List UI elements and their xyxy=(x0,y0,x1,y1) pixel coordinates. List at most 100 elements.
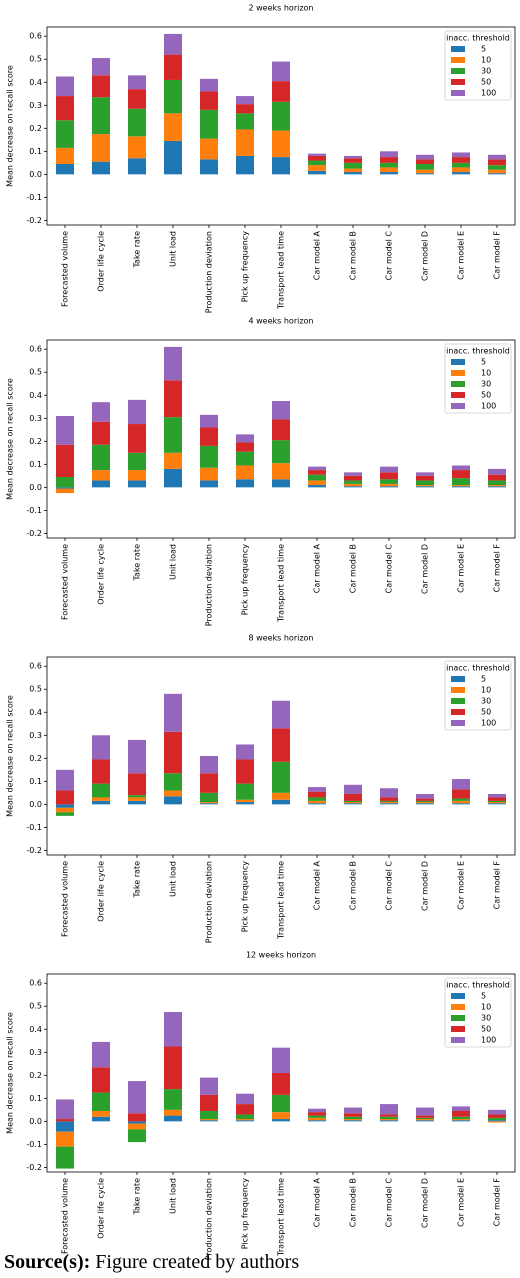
legend-swatch xyxy=(451,359,465,365)
bar-segment xyxy=(380,797,398,801)
x-tick-label: Car model B xyxy=(349,544,358,593)
bar-segment xyxy=(272,479,290,488)
y-axis-label: Mean decrease on recall score xyxy=(6,695,15,817)
legend-swatch xyxy=(451,993,465,999)
bar-segment xyxy=(200,445,218,468)
bar-segment xyxy=(488,803,506,805)
axes-frame xyxy=(46,656,516,856)
bar-segment xyxy=(92,402,110,422)
bar-segment xyxy=(344,486,362,488)
x-tick-label: Car model D xyxy=(421,544,430,594)
y-tick-label: 0.6 xyxy=(29,32,42,41)
x-tick-label: Take rate xyxy=(133,231,142,269)
x-tick-label: Transport lead time xyxy=(277,861,286,940)
y-tick-label: 0.1 xyxy=(29,777,42,786)
bar-segment xyxy=(200,467,218,481)
bar-segment xyxy=(200,1120,218,1122)
bar-segment xyxy=(380,466,398,473)
bar-segment xyxy=(164,1089,182,1110)
bar-segment xyxy=(488,486,506,488)
bar-segment xyxy=(236,129,254,156)
bar-segment xyxy=(128,800,146,805)
bar-segment xyxy=(128,480,146,488)
bar-segment xyxy=(164,54,182,80)
bar-segment xyxy=(128,75,146,90)
legend-label: 50 xyxy=(481,708,491,717)
bar-segment xyxy=(56,96,74,121)
y-tick-label: -0.2 xyxy=(26,846,42,855)
y-tick-label: -0.1 xyxy=(26,506,42,515)
bar-segment xyxy=(272,419,290,441)
bar-segment xyxy=(308,474,326,481)
x-tick-label: Order life cycle xyxy=(97,544,106,605)
bar-segment xyxy=(128,108,146,137)
legend-title: inacc. threshold xyxy=(446,347,510,356)
x-tick-label: Car model D xyxy=(421,231,430,281)
legend-title: inacc. threshold xyxy=(446,34,510,43)
bar-segment xyxy=(164,1109,182,1116)
axes-frame xyxy=(46,26,516,226)
x-tick-label: Unit load xyxy=(169,1178,178,1214)
y-tick-label: 0.6 xyxy=(29,345,42,354)
bar-segment xyxy=(164,790,182,797)
bar-segment xyxy=(380,1119,398,1121)
bar-segment xyxy=(56,415,74,445)
y-tick-label: 0.3 xyxy=(29,1048,42,1057)
bar-segment xyxy=(236,479,254,488)
bar-segment xyxy=(488,474,506,481)
bar-segment xyxy=(200,802,218,804)
bar-segment xyxy=(128,1081,146,1114)
y-axis-label: Mean decrease on recall score xyxy=(6,65,15,187)
x-tick-label: Transport lead time xyxy=(277,231,286,310)
bar-segment xyxy=(164,79,182,114)
bar-segment xyxy=(308,1117,326,1121)
legend-label: 100 xyxy=(481,89,496,98)
bar-segment xyxy=(344,162,362,169)
bar-segment xyxy=(380,151,398,158)
bar-segment xyxy=(128,1129,146,1143)
bar-segment xyxy=(416,800,434,803)
y-tick-label: -0.1 xyxy=(26,1140,42,1149)
bar-segment xyxy=(344,793,362,801)
bar-segment xyxy=(452,485,470,487)
bar-segment xyxy=(308,153,326,156)
bar-segment xyxy=(200,1094,218,1111)
bar-segment xyxy=(416,1107,434,1116)
bar-segment xyxy=(452,465,470,471)
bar-segment xyxy=(452,157,470,163)
bar-segment xyxy=(344,158,362,163)
bar-segment xyxy=(56,1099,74,1120)
bar-segment xyxy=(56,120,74,148)
bar-segment xyxy=(200,1110,218,1120)
bar-segment xyxy=(56,807,74,813)
legend-label: 100 xyxy=(481,402,496,411)
bar-segment xyxy=(128,452,146,471)
bar-segment xyxy=(488,800,506,803)
y-tick-label: 0.5 xyxy=(29,55,42,64)
bar-segment xyxy=(56,488,74,494)
bar-segment xyxy=(272,463,290,480)
y-tick-label: 0.2 xyxy=(29,1071,42,1080)
bar-segment xyxy=(236,1120,254,1122)
legend-label: 100 xyxy=(481,719,496,728)
bar-segment xyxy=(344,168,362,173)
bar-segment xyxy=(128,136,146,159)
legend-swatch xyxy=(451,1004,465,1010)
x-tick-label: Forecasted volume xyxy=(61,861,70,937)
bar-segment xyxy=(200,159,218,175)
bar-segment xyxy=(200,792,218,803)
x-tick-label: Take rate xyxy=(133,544,142,582)
y-tick-label: 0.6 xyxy=(29,979,42,988)
y-tick-label: -0.2 xyxy=(26,1163,42,1172)
bar-segment xyxy=(164,452,182,469)
x-tick-label: Car model E xyxy=(457,544,466,593)
bar-segment xyxy=(272,61,290,82)
bar-segment xyxy=(344,800,362,803)
bar-segment xyxy=(128,399,146,425)
legend-swatch xyxy=(451,676,465,682)
bar-segment xyxy=(200,1077,218,1095)
source-text: Figure created by authors xyxy=(95,1251,299,1273)
y-tick-label: -0.2 xyxy=(26,216,42,225)
bar-segment xyxy=(488,173,506,175)
